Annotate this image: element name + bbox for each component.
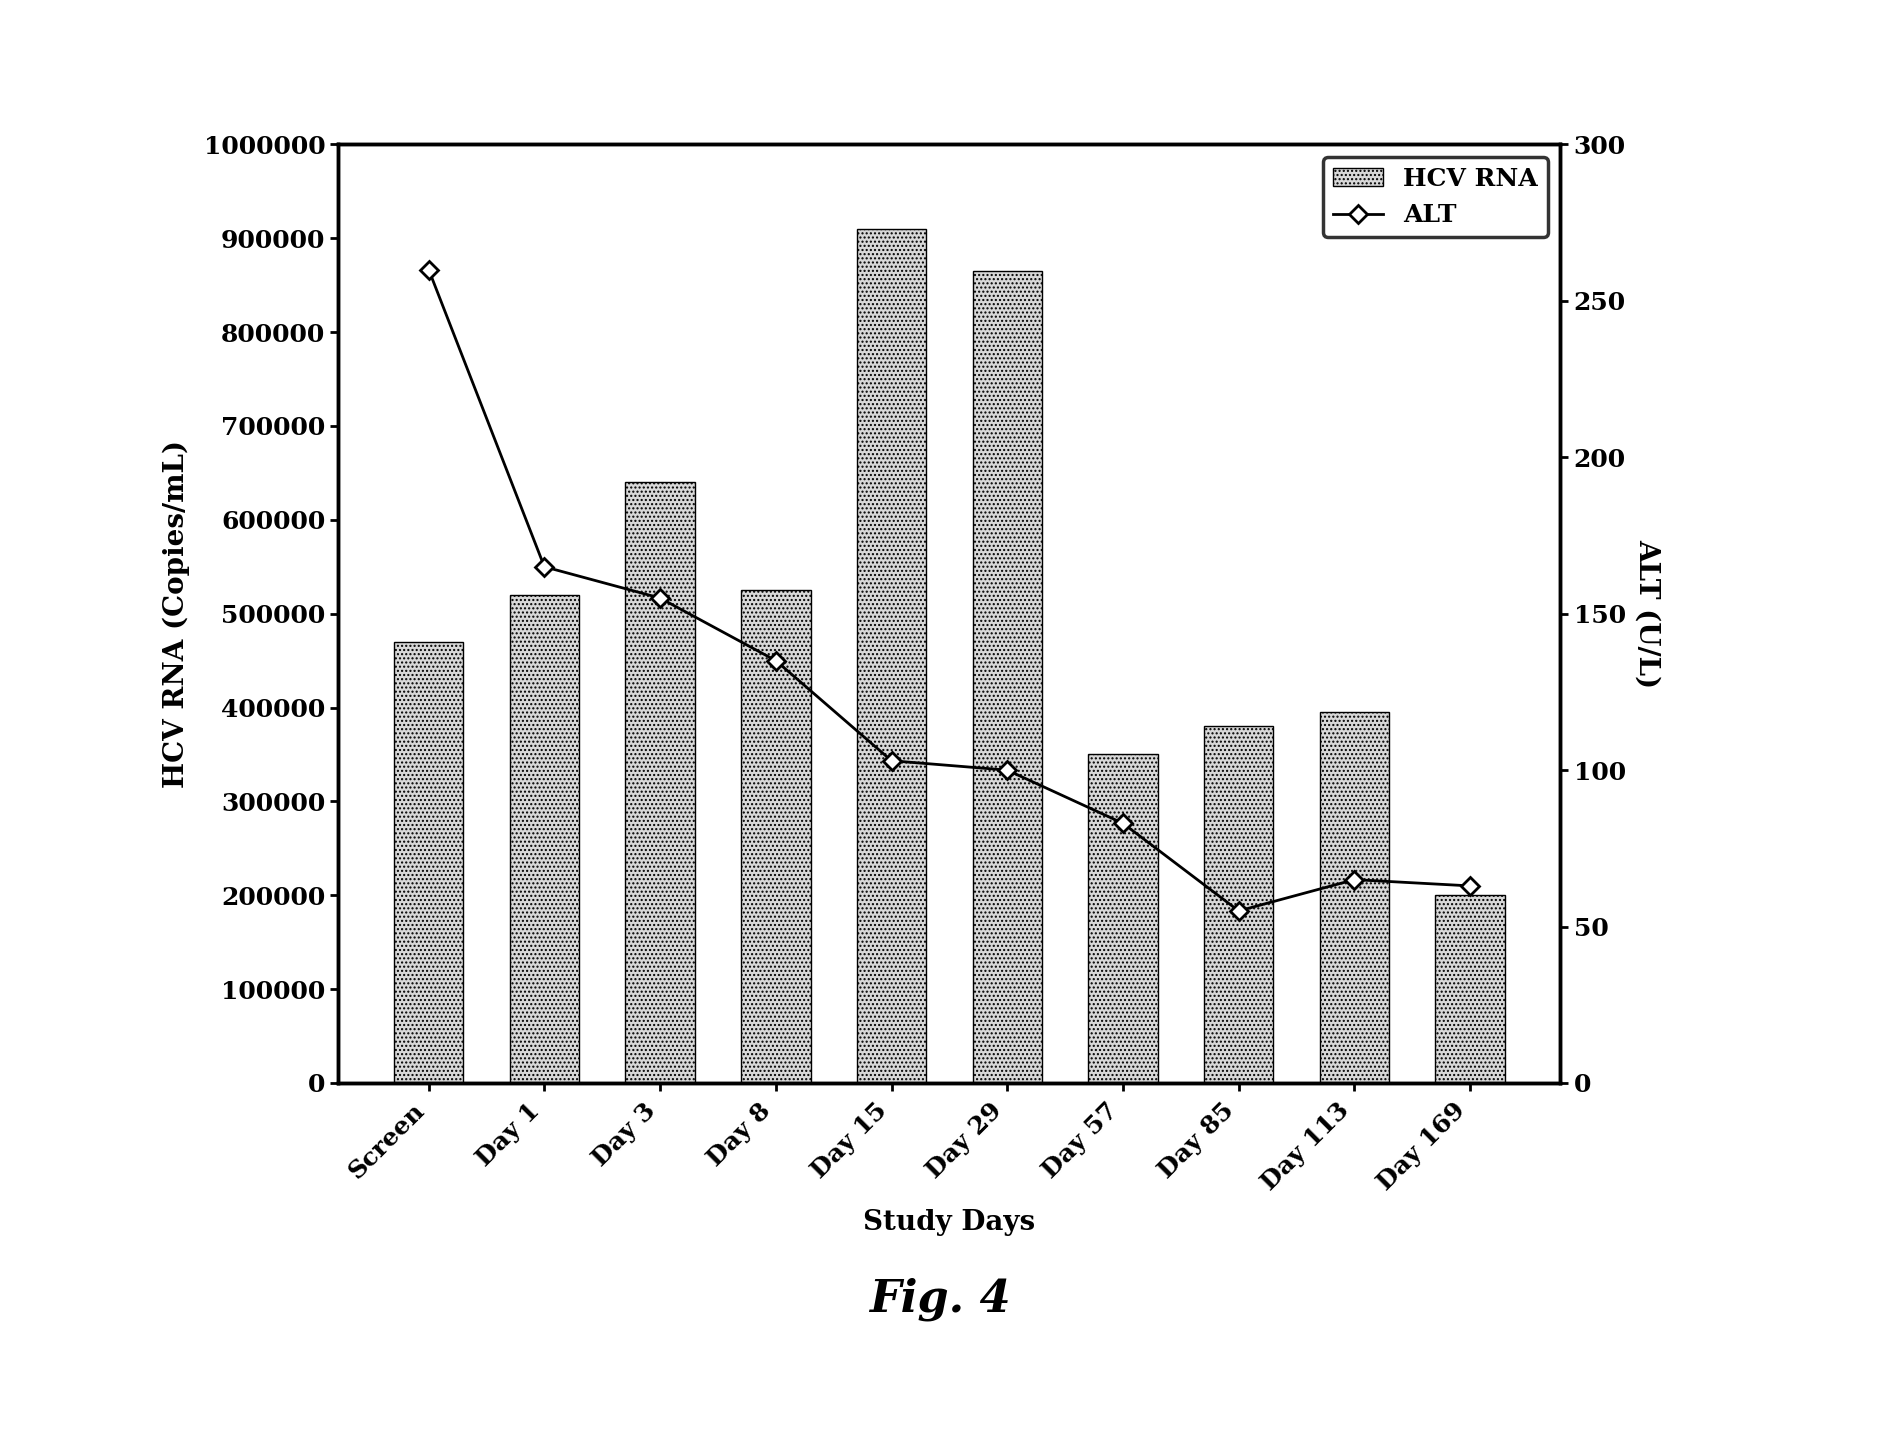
Bar (1320, 712, 1389, 1083)
Bar (857, 228, 927, 1083)
Y-axis label: HCV RNA (Copies/mL): HCV RNA (Copies/mL) (162, 440, 190, 787)
X-axis label: Study Days: Study Days (863, 1209, 1036, 1236)
Legend: HCV RNA, ALT: HCV RNA, ALT (1324, 157, 1547, 237)
Bar (1436, 895, 1504, 1083)
Bar (972, 271, 1042, 1083)
Bar (1203, 726, 1273, 1083)
Bar (1089, 754, 1158, 1083)
Bar (626, 482, 696, 1083)
Text: Fig. 4: Fig. 4 (869, 1278, 1011, 1321)
Bar (509, 595, 579, 1083)
Bar (741, 591, 810, 1083)
Y-axis label: ALT (U/L): ALT (U/L) (1634, 539, 1660, 689)
Bar (395, 641, 462, 1083)
